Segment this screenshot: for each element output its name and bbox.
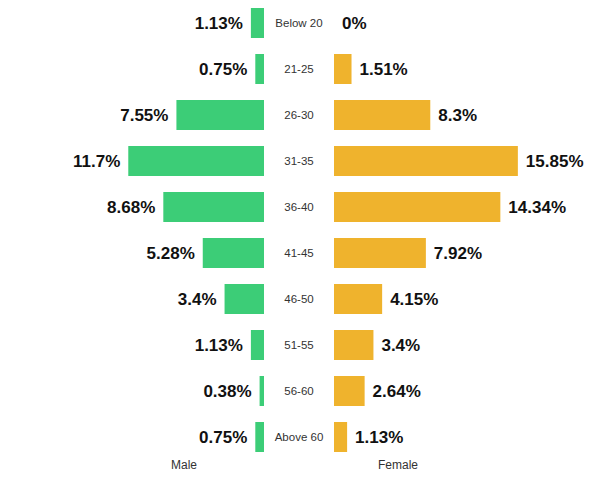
- bar: [334, 376, 365, 406]
- bar: [255, 422, 264, 452]
- category-label: 51-55: [284, 339, 313, 351]
- data-label: 0.75%: [199, 428, 247, 447]
- category-label: Below 20: [275, 17, 322, 29]
- category-label: Above 60: [275, 431, 324, 443]
- data-label: 15.85%: [526, 152, 584, 171]
- data-label: 5.28%: [147, 244, 195, 263]
- data-label: 2.64%: [373, 382, 421, 401]
- bar: [334, 422, 347, 452]
- data-label: 3.4%: [178, 290, 217, 309]
- bar: [334, 238, 426, 268]
- category-label: 46-50: [284, 293, 313, 305]
- bar: [334, 146, 518, 176]
- bar: [163, 192, 264, 222]
- category-label: 36-40: [284, 201, 313, 213]
- bar: [225, 284, 264, 314]
- bar: [334, 192, 500, 222]
- legend-label: Male: [171, 458, 197, 472]
- labels: 1.13% 0.75% 7.55% 11.7% 8.68% 5.28% 3.4% 1.13% 0…: [73, 14, 584, 472]
- bar: [334, 8, 335, 38]
- category-label: 31-35: [284, 155, 313, 167]
- data-label: 7.55%: [120, 106, 168, 125]
- bar: [251, 8, 264, 38]
- bar: [176, 100, 264, 130]
- bar: [334, 284, 382, 314]
- bar: [334, 100, 430, 130]
- data-label: 0.38%: [203, 382, 251, 401]
- data-label: 0.75%: [199, 60, 247, 79]
- data-label: 4.15%: [390, 290, 438, 309]
- data-label: 8.3%: [438, 106, 477, 125]
- data-label: 8.68%: [107, 198, 155, 217]
- category-label: 26-30: [284, 109, 313, 121]
- chart: 1.13% 0.75% 7.55% 11.7% 8.68% 5.28% 3.4% 1.13% 0…: [0, 0, 600, 481]
- data-label: 1.13%: [195, 14, 243, 33]
- category-label: 41-45: [284, 247, 313, 259]
- bar: [260, 376, 264, 406]
- data-label: 1.51%: [360, 60, 408, 79]
- bars: [128, 8, 518, 452]
- bar: [334, 54, 352, 84]
- data-label: 1.13%: [355, 428, 403, 447]
- data-label: 14.34%: [508, 198, 566, 217]
- data-label: 11.7%: [73, 152, 120, 171]
- data-label: 7.92%: [434, 244, 482, 263]
- legend-label: Female: [378, 458, 418, 472]
- category-label: 56-60: [284, 385, 313, 397]
- bar: [203, 238, 264, 268]
- bar: [251, 330, 264, 360]
- category-label: 21-25: [284, 63, 313, 75]
- bar: [334, 330, 373, 360]
- data-label: 0%: [342, 14, 367, 33]
- bar: [255, 54, 264, 84]
- data-label: 1.13%: [195, 336, 243, 355]
- data-label: 3.4%: [381, 336, 420, 355]
- bar: [128, 146, 264, 176]
